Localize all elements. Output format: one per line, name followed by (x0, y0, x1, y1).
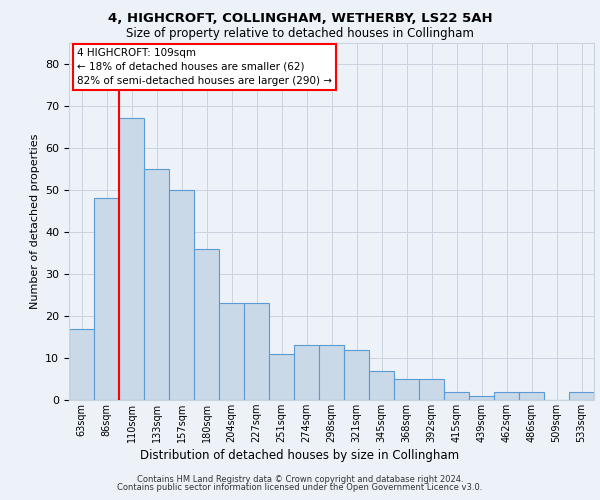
Text: 4, HIGHCROFT, COLLINGHAM, WETHERBY, LS22 5AH: 4, HIGHCROFT, COLLINGHAM, WETHERBY, LS22… (107, 12, 493, 26)
Text: Contains public sector information licensed under the Open Government Licence v3: Contains public sector information licen… (118, 484, 482, 492)
Bar (244, 304, 269, 400)
Bar (494, 392, 519, 400)
Bar (419, 379, 444, 400)
Bar (294, 346, 319, 400)
Text: 4 HIGHCROFT: 109sqm
← 18% of detached houses are smaller (62)
82% of semi-detach: 4 HIGHCROFT: 109sqm ← 18% of detached ho… (77, 48, 332, 86)
Text: Contains HM Land Registry data © Crown copyright and database right 2024.: Contains HM Land Registry data © Crown c… (137, 475, 463, 484)
Bar (444, 392, 469, 400)
Text: Size of property relative to detached houses in Collingham: Size of property relative to detached ho… (126, 28, 474, 40)
Bar (344, 350, 369, 400)
Bar (519, 392, 544, 400)
Y-axis label: Number of detached properties: Number of detached properties (29, 134, 40, 309)
Bar (194, 248, 219, 400)
Text: Distribution of detached houses by size in Collingham: Distribution of detached houses by size … (140, 450, 460, 462)
Bar (94, 198, 119, 400)
Bar (369, 370, 394, 400)
Bar (319, 346, 344, 400)
Bar (169, 190, 194, 400)
Bar (69, 328, 94, 400)
Bar (119, 118, 144, 400)
Bar (569, 392, 594, 400)
Bar (469, 396, 494, 400)
Bar (269, 354, 294, 400)
Bar (394, 379, 419, 400)
Bar (219, 304, 244, 400)
Bar (144, 168, 169, 400)
